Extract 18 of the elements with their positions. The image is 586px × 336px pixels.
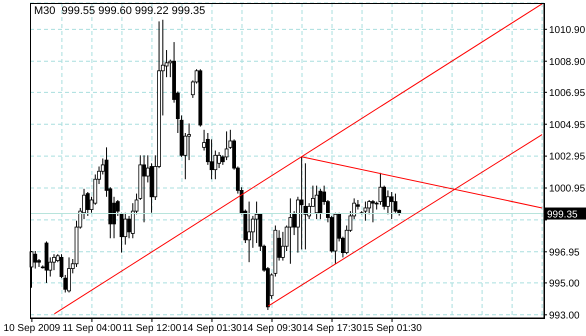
- y-tick-label: 995.00: [549, 278, 580, 290]
- x-tick-label: 15 Sep 01:30: [362, 323, 422, 334]
- x-tick-label: 14 Sep 01:30: [182, 323, 242, 334]
- x-tick-label: 11 Sep 04:00: [62, 323, 122, 334]
- y-tick-label: 1002.95: [549, 152, 586, 163]
- ref-line-label: 999.35: [547, 210, 578, 221]
- y-tick-label: 996.95: [549, 247, 580, 258]
- y-tick-label: 1008.90: [549, 56, 586, 68]
- y-tick-label: 1006.95: [549, 88, 586, 99]
- y-tick-label: 1010.90: [549, 24, 586, 36]
- chart-title: M30 999.55 999.60 999.22 999.35: [34, 5, 206, 17]
- x-tick-label: 11 Sep 12:00: [122, 323, 182, 334]
- y-tick-label: 1000.95: [549, 184, 586, 195]
- x-tick-label: 14 Sep 17:30: [302, 323, 362, 334]
- y-tick-label: 993.00: [549, 310, 580, 322]
- x-tick-label: 10 Sep 2009: [4, 323, 61, 334]
- x-tick-label: 14 Sep 09:30: [242, 323, 302, 334]
- y-tick-label: 1004.95: [549, 120, 586, 131]
